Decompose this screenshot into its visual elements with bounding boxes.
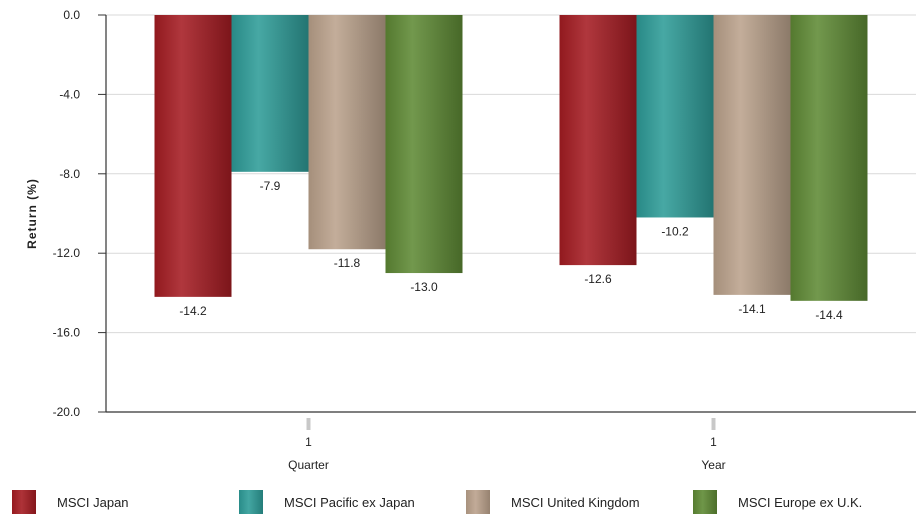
legend-swatch [239, 490, 263, 514]
x-tick-label: 1 [305, 435, 312, 449]
x-tick-label: 1 [710, 435, 717, 449]
legend-label: MSCI Pacific ex Japan [284, 494, 415, 510]
y-tick-label: -4.0 [59, 87, 80, 101]
y-tick-label: -8.0 [59, 167, 80, 181]
x-tick-label: Year [701, 458, 725, 472]
bar [636, 15, 714, 218]
y-tick-label: -12.0 [53, 246, 81, 260]
legend-item-msci-japan: MSCI Japan [12, 490, 129, 514]
bars [154, 15, 868, 301]
data-label: -7.9 [260, 179, 281, 193]
data-label: -13.0 [410, 280, 438, 294]
y-tick-label: 0.0 [63, 8, 80, 22]
bar [154, 15, 232, 297]
bar [713, 15, 791, 295]
legend-swatch [693, 490, 717, 514]
data-label: -12.6 [584, 272, 612, 286]
x-tick [306, 418, 311, 430]
legend-label: MSCI Japan [57, 494, 129, 510]
data-label: -10.2 [661, 224, 689, 238]
bar [790, 15, 868, 301]
y-tick-label: -16.0 [53, 326, 81, 340]
legend: MSCI Japan MSCI Pacific ex Japan MSCI Un… [0, 486, 916, 518]
legend-swatch [466, 490, 490, 514]
bar [559, 15, 637, 266]
x-tick [711, 418, 716, 430]
data-label: -14.2 [179, 304, 207, 318]
bar [385, 15, 463, 274]
data-label: -14.4 [815, 308, 843, 322]
data-labels: -14.2 -7.9 -11.8 -13.0 -12.6 -10.2 -14.1 -14.4 [179, 179, 843, 322]
axes: 0.0 -4.0 -8.0 -12.0 -16.0 -20.0 Return (%) 1 Qua… [25, 8, 916, 472]
legend-item-msci-united-kingdom: MSCI United Kingdom [466, 490, 640, 514]
legend-label: MSCI Europe ex U.K. [738, 494, 863, 510]
y-tick-label: -20.0 [53, 405, 81, 419]
legend-item-msci-pacific-ex-japan: MSCI Pacific ex Japan [239, 490, 415, 514]
data-label: -14.1 [738, 302, 766, 316]
legend-swatch [12, 490, 36, 514]
x-tick-label: Quarter [288, 458, 329, 472]
bar [308, 15, 386, 250]
bar-chart: 0.0 -4.0 -8.0 -12.0 -16.0 -20.0 Return (%) 1 Qua… [25, 8, 916, 472]
legend-label: MSCI United Kingdom [511, 494, 640, 510]
legend-item-msci-europe-ex-uk: MSCI Europe ex U.K. [693, 490, 862, 514]
bar [231, 15, 309, 172]
data-label: -11.8 [334, 256, 361, 270]
y-axis-title: Return (%) [25, 178, 39, 249]
